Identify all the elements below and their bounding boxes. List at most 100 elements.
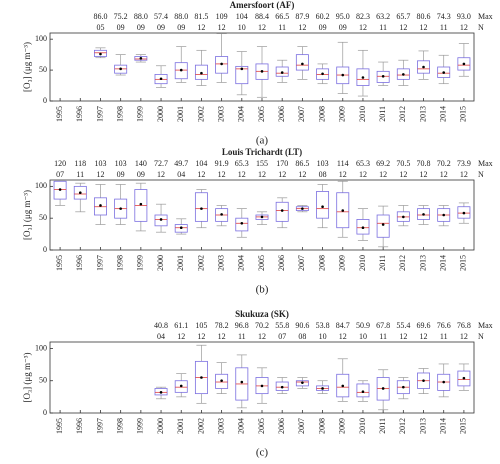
x-tick-label: 2013	[418, 106, 427, 122]
y-tick-label: 50	[39, 65, 47, 74]
mean	[402, 215, 405, 219]
n-label: 12	[420, 23, 428, 32]
x-tick-label: 2000	[156, 255, 165, 271]
max-label: 67.8	[376, 321, 390, 330]
n-label: 12	[197, 23, 205, 32]
max-label: 66.5	[275, 12, 289, 21]
max-label: 80.6	[417, 12, 431, 21]
max-label: 72.7	[154, 159, 168, 168]
mean	[321, 205, 324, 209]
x-tick-label: 2015	[459, 418, 468, 434]
x-tick-label: 2000	[156, 106, 165, 122]
n-label: 12	[157, 170, 165, 179]
max-label: 69.6	[417, 321, 431, 330]
mean	[381, 223, 385, 226]
n-label: 04	[177, 170, 185, 179]
mean	[280, 71, 284, 74]
mean	[260, 70, 264, 73]
x-tick-label: 2007	[297, 106, 306, 122]
max-label: 84.7	[336, 321, 350, 330]
x-tick-label: 2001	[176, 418, 185, 434]
n-label: 12	[420, 332, 428, 341]
max-label: 53.8	[316, 321, 330, 330]
panel-title: Skukuza (SK)	[235, 309, 289, 319]
n-label: 11	[278, 23, 286, 32]
mean	[422, 379, 425, 383]
n-label: 09	[157, 23, 165, 32]
max-label: 86.0	[93, 12, 107, 21]
mean	[442, 380, 446, 384]
n-label: 12	[460, 23, 468, 32]
x-tick-label: 1996	[75, 255, 84, 271]
max-label: 70.8	[417, 159, 431, 168]
x-tick-label: 2010	[358, 255, 367, 271]
x-tick-label: 2008	[317, 418, 326, 434]
x-tick-label: 1999	[136, 255, 145, 271]
n-label: 09	[177, 23, 185, 32]
x-tick-label: 2006	[277, 255, 286, 271]
x-tick-label: 2004	[237, 255, 246, 271]
n-label: 12	[197, 170, 205, 179]
y-axis-label: [O₃] (μg m⁻³)	[22, 42, 32, 92]
mean	[220, 379, 223, 383]
n-label: 07	[278, 332, 286, 341]
panel-title: Amersfoort (AF)	[230, 0, 295, 10]
x-tick-label: 1995	[55, 418, 64, 434]
n-label: 12	[440, 170, 448, 179]
n-label: 12	[379, 170, 387, 179]
max-label: 40.8	[154, 321, 168, 330]
mean	[341, 73, 345, 77]
mean	[301, 207, 304, 210]
max-label: 76.8	[457, 321, 471, 330]
caption: (a)	[256, 135, 269, 147]
mean	[301, 381, 304, 384]
x-tick-label: 2003	[216, 106, 225, 122]
max-label: 96.8	[235, 321, 249, 330]
max-label: 88.0	[174, 12, 188, 21]
mean	[179, 226, 183, 230]
n-label: 12	[339, 332, 347, 341]
max-label: 103	[115, 159, 127, 168]
n-label: 09	[339, 23, 347, 32]
max-label: 109	[216, 12, 228, 21]
max-label: 73.9	[457, 159, 471, 168]
n-label: 08	[298, 332, 306, 341]
x-tick-label: 1995	[55, 255, 64, 271]
mean	[381, 387, 385, 390]
n-label: 12	[238, 170, 246, 179]
max-label: 70.2	[255, 321, 269, 330]
x-tick-label: 2000	[156, 418, 165, 434]
max-label: 57.4	[154, 12, 168, 21]
n-label: 11	[440, 23, 448, 32]
max-label: 114	[337, 159, 349, 168]
y-axis-label: [O₃] (μg m⁻³)	[22, 353, 32, 403]
max-label: 65.3	[356, 159, 370, 168]
n-label: 10	[238, 23, 246, 32]
max-label: 103	[317, 159, 329, 168]
max-label: 118	[74, 159, 86, 168]
mean	[240, 67, 244, 71]
max-label: 55.4	[396, 321, 410, 330]
x-tick-label: 2001	[176, 255, 185, 271]
x-tick-label: 1997	[95, 418, 104, 434]
max-label: 81.5	[194, 12, 208, 21]
max-label: 78.2	[215, 321, 229, 330]
x-tick-label: 2002	[196, 106, 205, 122]
n-label: 12	[298, 170, 306, 179]
y-tick-label: 100	[35, 343, 47, 352]
y-tick-label: 100	[35, 181, 47, 190]
mean	[200, 207, 203, 210]
n-label: 07	[56, 170, 64, 179]
x-tick-label: 2007	[297, 255, 306, 271]
max-label: 49.7	[174, 159, 188, 168]
n-label: 09	[137, 23, 145, 32]
mean	[402, 73, 405, 76]
x-tick-label: 2009	[338, 106, 347, 122]
x-tick-label: 2009	[338, 418, 347, 434]
box	[316, 191, 330, 219]
x-tick-label: 2008	[317, 106, 326, 122]
y-tick-label: 50	[39, 376, 47, 385]
x-tick-label: 1995	[55, 106, 64, 122]
caption: (c)	[256, 447, 269, 459]
